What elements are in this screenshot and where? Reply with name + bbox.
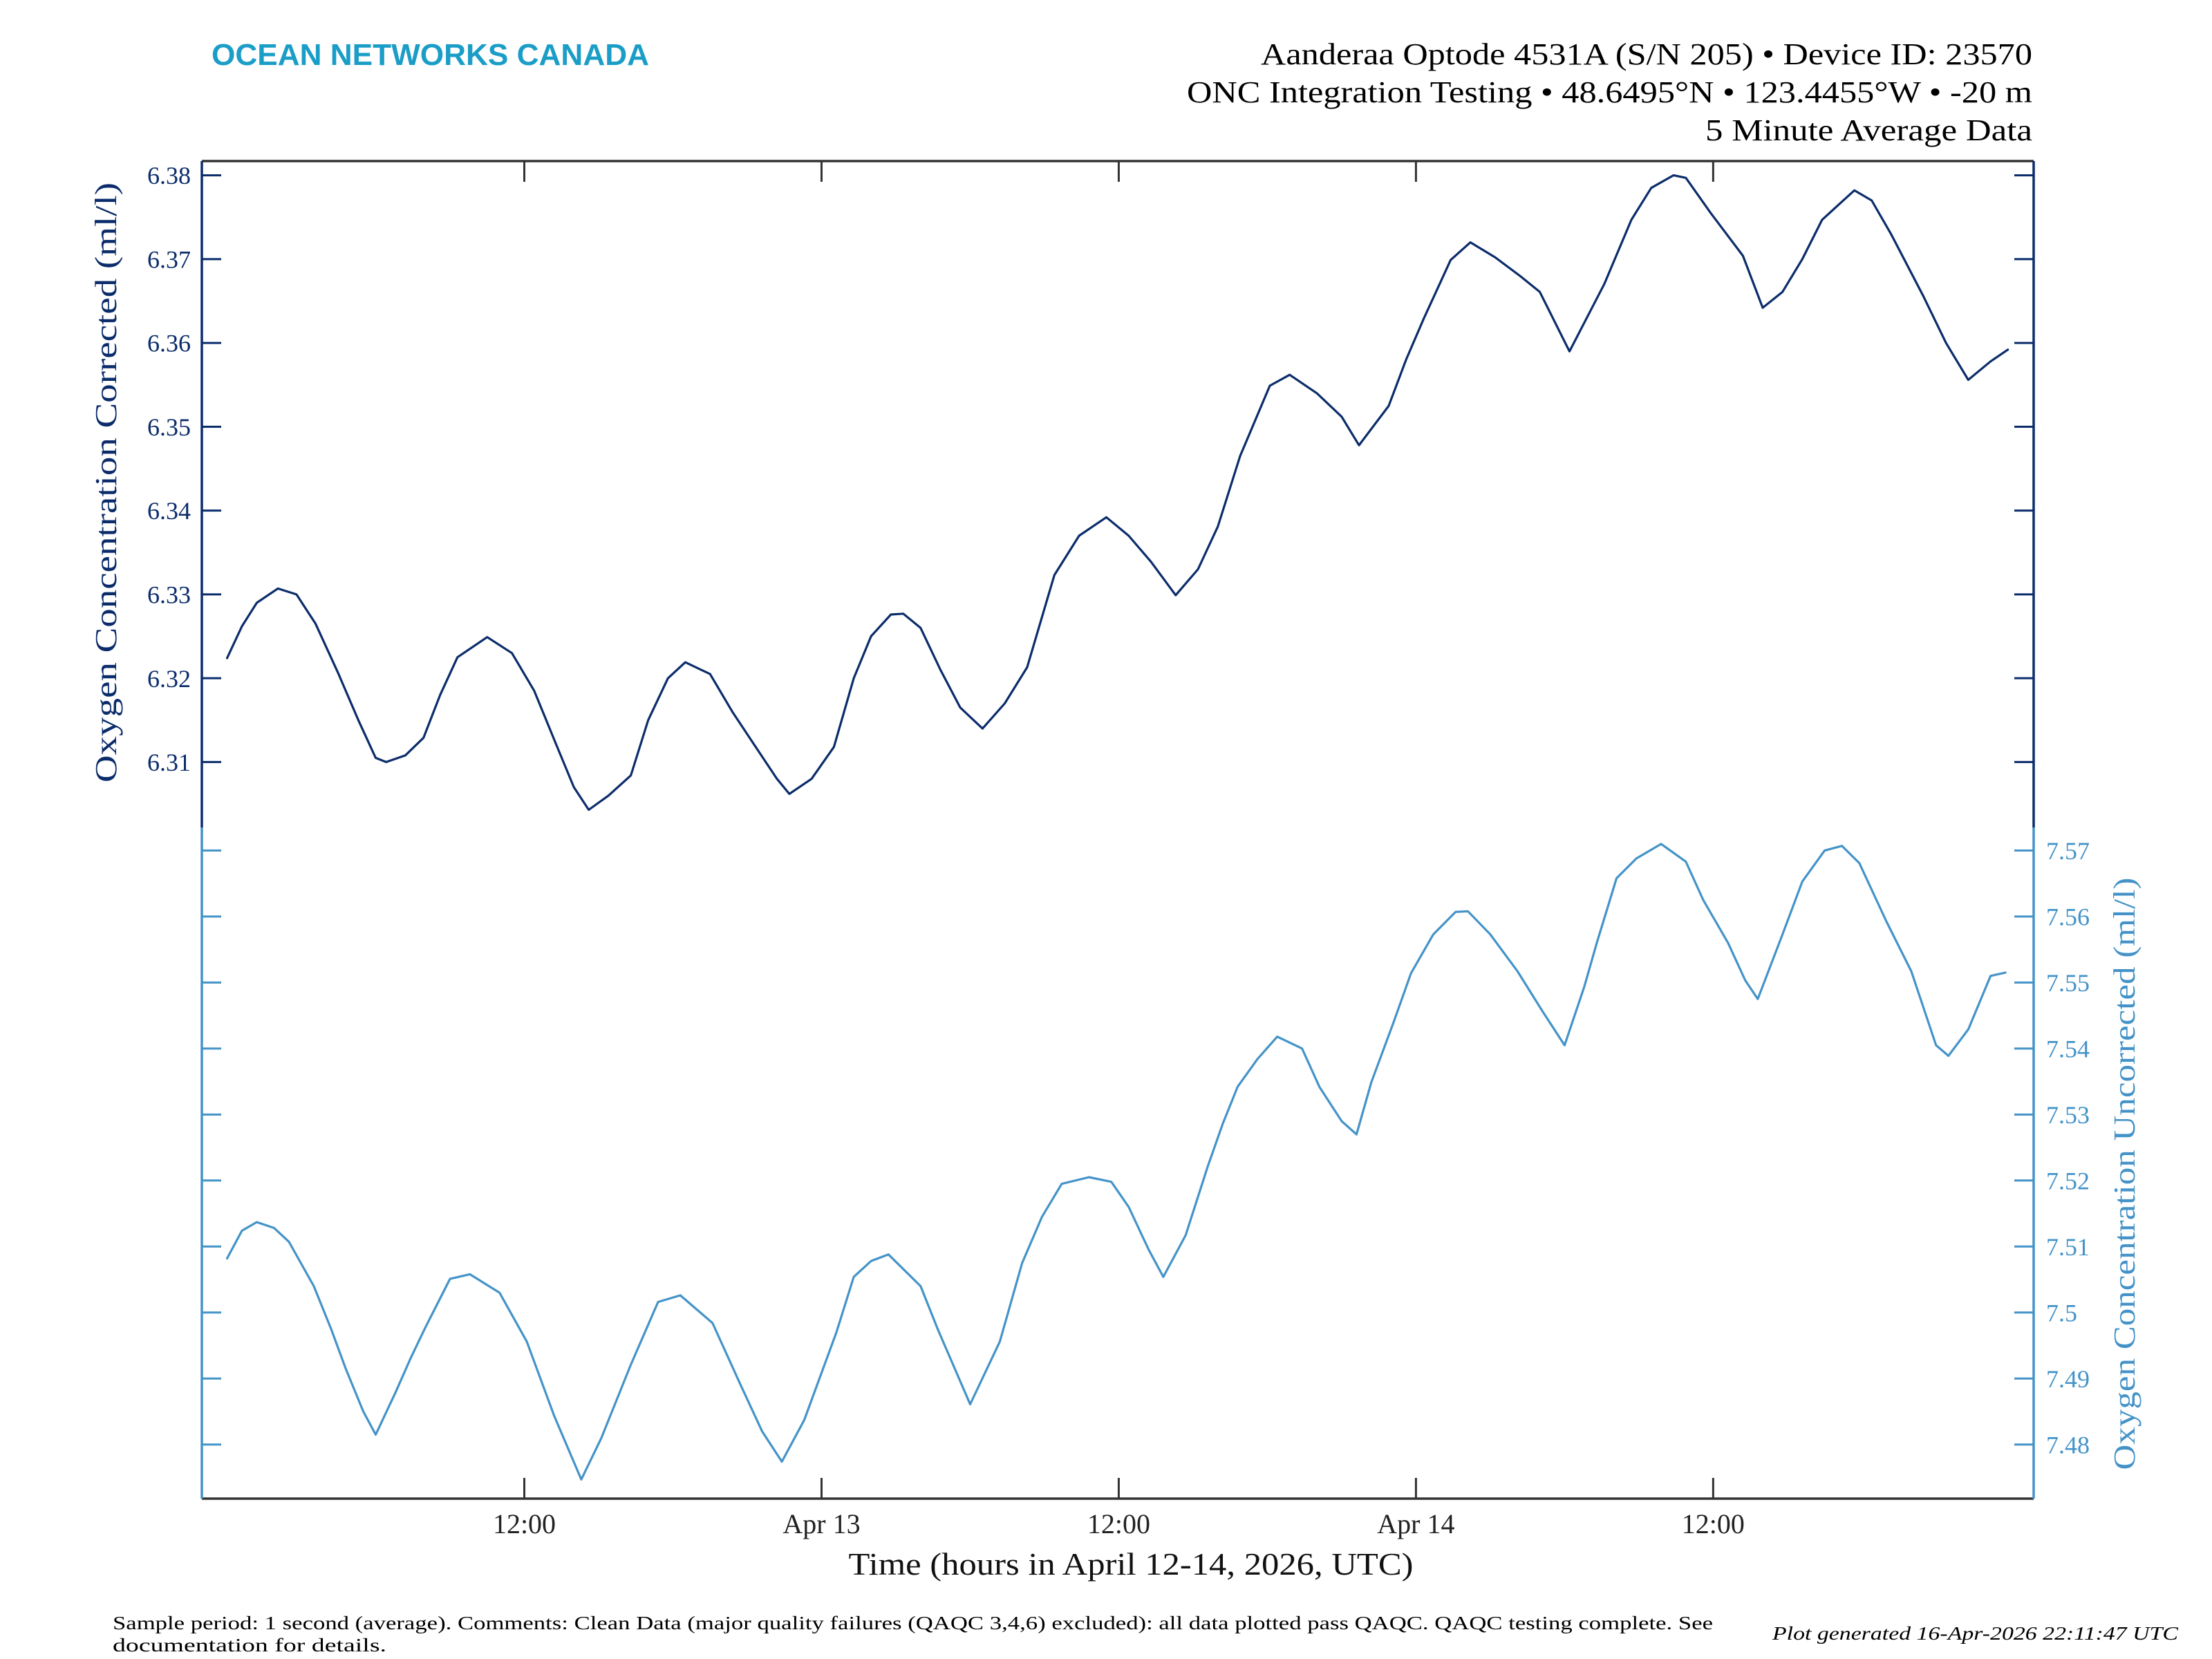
left-ytick-label: 6.33 xyxy=(147,581,191,609)
left-y-axis-label: Oxygen Concentration Corrected (ml/l) xyxy=(89,182,123,782)
xtick-label: 12:00 xyxy=(1682,1508,1745,1539)
right-ytick-label: 7.53 xyxy=(2046,1101,2090,1129)
series-layer xyxy=(225,174,2009,1481)
left-ytick-label: 6.32 xyxy=(147,665,191,693)
right-ytick-label: 7.51 xyxy=(2046,1233,2090,1261)
right-ytick-label: 7.48 xyxy=(2046,1431,2090,1459)
axis-tick-labels: 6.31 6.32 6.33 6.34 6.35 6.36 6.37 6.38 7.48 7.49… xyxy=(147,162,2090,1539)
axis-ticks xyxy=(202,161,2034,1499)
x-axis-label: Time (hours in April 12-14, 2026, UTC) xyxy=(849,1546,1414,1582)
plot-footer: Sample period: 1 second (average). Comme… xyxy=(113,1613,2179,1656)
left-ytick-label: 6.38 xyxy=(147,162,191,189)
header-location-line: ONC Integration Testing • 48.6495°N • 12… xyxy=(1187,75,2032,109)
right-ytick-label: 7.49 xyxy=(2046,1365,2090,1393)
left-ytick-label: 6.31 xyxy=(147,749,191,776)
right-ytick-label: 7.57 xyxy=(2046,837,2090,865)
left-ytick-label: 6.36 xyxy=(147,330,191,357)
right-y-axis-label: Oxygen Concentration Uncorrected (ml/l) xyxy=(2108,878,2141,1470)
footer-comments-line-2: documentation for details. xyxy=(113,1635,386,1656)
left-ytick-label: 6.34 xyxy=(147,497,191,525)
series-line-upper xyxy=(225,174,2009,812)
right-ytick-label: 7.56 xyxy=(2046,903,2090,930)
right-ytick-label: 7.54 xyxy=(2046,1035,2090,1062)
right-ytick-label: 7.5 xyxy=(2046,1299,2077,1327)
xtick-label: Apr 13 xyxy=(782,1508,860,1539)
right-ytick-label: 7.52 xyxy=(2046,1167,2090,1194)
plot-frame xyxy=(200,160,2035,1500)
header-data-type-line: 5 Minute Average Data xyxy=(1705,113,2032,147)
series-line-lower xyxy=(225,843,2007,1481)
xtick-label: 12:00 xyxy=(1087,1508,1150,1539)
plot-generated-timestamp: Plot generated 16-Apr-2026 22:11:47 UTC xyxy=(1772,1623,2179,1644)
header-device-line: Aanderaa Optode 4531A (S/N 205) • Device… xyxy=(1261,37,2032,71)
xtick-label: 12:00 xyxy=(493,1508,556,1539)
right-ytick-label: 7.55 xyxy=(2046,969,2090,997)
left-ytick-label: 6.37 xyxy=(147,245,191,273)
xtick-label: Apr 14 xyxy=(1377,1508,1454,1539)
plot-header: Aanderaa Optode 4531A (S/N 205) • Device… xyxy=(1187,37,2032,147)
left-ytick-label: 6.35 xyxy=(147,413,191,441)
footer-comments-line-1: Sample period: 1 second (average). Comme… xyxy=(113,1613,1713,1633)
ocean-networks-canada-logo: OCEAN NETWORKS CANADA xyxy=(212,38,649,72)
